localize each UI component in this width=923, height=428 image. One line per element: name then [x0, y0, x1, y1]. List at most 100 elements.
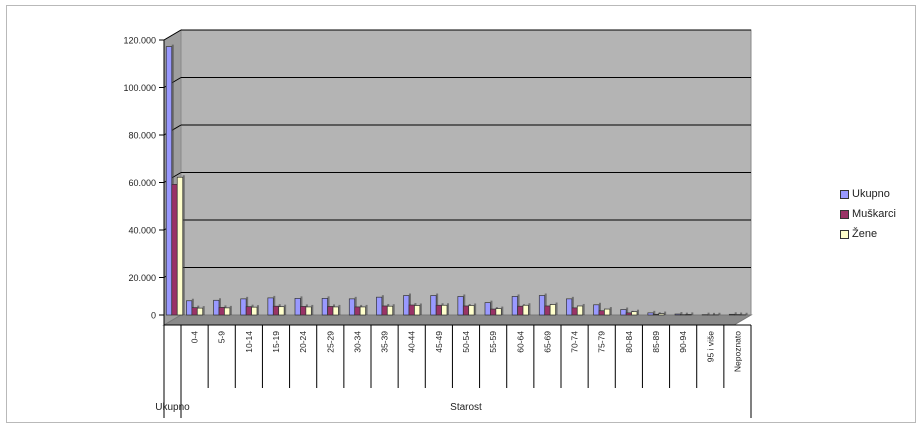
bar	[272, 305, 280, 316]
legend: Ukupno Muškarci Žene	[840, 184, 920, 244]
group-label: Starost	[450, 402, 482, 413]
bar-side	[392, 304, 395, 315]
x-tick-label: 90-94	[678, 331, 688, 353]
plot-floor	[162, 314, 753, 326]
x-tick-label: 10-14	[244, 331, 254, 353]
legend-item-zene: Žene	[840, 224, 920, 244]
bar	[165, 46, 173, 316]
x-tick-label: 50-54	[461, 331, 471, 353]
bar	[213, 299, 220, 316]
bar-side	[229, 305, 232, 315]
bar	[321, 298, 328, 316]
bar	[430, 295, 437, 316]
bar	[441, 304, 448, 316]
bar	[196, 307, 204, 316]
bar-side	[202, 306, 205, 315]
bar	[386, 305, 394, 316]
bar	[598, 310, 605, 316]
bar	[576, 305, 584, 316]
x-tick-label: 60-64	[515, 331, 525, 353]
bar-side	[713, 312, 715, 315]
legend-label: Ukupno	[852, 188, 890, 200]
bar	[186, 300, 193, 316]
bar-side	[354, 296, 357, 315]
bar	[571, 307, 578, 316]
bar	[435, 304, 442, 316]
bar	[251, 306, 258, 316]
bar	[625, 312, 632, 316]
bar-side	[528, 303, 531, 315]
legend-label: Muškarci	[852, 208, 897, 220]
bar	[278, 306, 285, 316]
bar	[300, 306, 307, 316]
bar-side	[273, 295, 276, 315]
bar	[376, 296, 383, 316]
bar	[224, 307, 231, 316]
bar	[414, 305, 421, 316]
x-tick-label: 30-34	[352, 331, 362, 353]
bar-side	[171, 44, 174, 315]
bar-side	[436, 293, 439, 315]
bar-side	[664, 311, 667, 315]
legend-swatch	[840, 229, 849, 239]
bar	[728, 313, 736, 316]
bar-side	[609, 307, 612, 315]
bar	[517, 305, 524, 316]
legend-item-muskarci: Muškarci	[840, 204, 920, 224]
bar	[457, 296, 464, 316]
bar-side	[182, 175, 185, 315]
bar-side	[327, 296, 330, 315]
bar	[685, 314, 692, 316]
bar-side	[300, 296, 303, 315]
bar	[631, 311, 638, 316]
bar	[462, 305, 470, 316]
bar	[332, 306, 339, 316]
bar-side	[599, 302, 601, 315]
bar	[652, 313, 660, 316]
bar-side	[246, 296, 249, 315]
bar	[240, 298, 247, 316]
bar	[218, 307, 225, 316]
bar-side	[544, 293, 547, 315]
y-tick-label: 80.000	[128, 131, 156, 141]
bar	[403, 295, 410, 316]
bar-side	[707, 312, 710, 315]
bar	[549, 304, 556, 316]
x-tick-label: 35-39	[380, 331, 390, 353]
bar-side	[745, 312, 748, 315]
y-tick-label: 20.000	[128, 273, 156, 283]
bar-side	[365, 304, 368, 315]
bar	[191, 307, 198, 316]
y-tick-label: 60.000	[128, 178, 156, 188]
bar-side	[311, 304, 314, 315]
bar	[490, 308, 497, 316]
x-tick-label: 75-79	[597, 331, 607, 353]
x-tick-label: 0-4	[190, 331, 200, 344]
bar	[408, 304, 415, 316]
bar	[658, 313, 665, 316]
bar	[495, 308, 502, 316]
bar-side	[571, 296, 574, 315]
bar-side	[626, 307, 629, 315]
bar	[267, 297, 274, 316]
bar-side	[474, 303, 477, 315]
bar	[245, 306, 252, 316]
bar-side	[191, 298, 194, 315]
x-tick-label: 55-59	[488, 331, 498, 353]
bar	[305, 306, 312, 316]
x-tick-label: 70-74	[570, 331, 580, 353]
bar	[468, 305, 475, 316]
bar	[176, 176, 184, 316]
bar-side	[653, 310, 656, 315]
bar-side	[419, 303, 422, 315]
bar-side	[555, 302, 558, 315]
bar	[381, 305, 388, 316]
bar	[354, 306, 361, 316]
x-tick-label: 95 i više	[705, 331, 715, 362]
bar	[604, 308, 611, 316]
bar-side	[284, 304, 287, 315]
bar-side	[381, 295, 384, 315]
bar-side	[447, 303, 449, 315]
x-tick-label: 45-49	[434, 331, 444, 353]
